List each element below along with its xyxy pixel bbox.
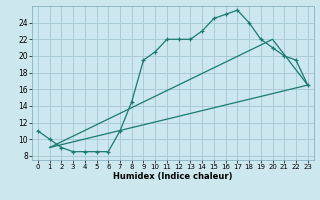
X-axis label: Humidex (Indice chaleur): Humidex (Indice chaleur) [113, 172, 233, 181]
